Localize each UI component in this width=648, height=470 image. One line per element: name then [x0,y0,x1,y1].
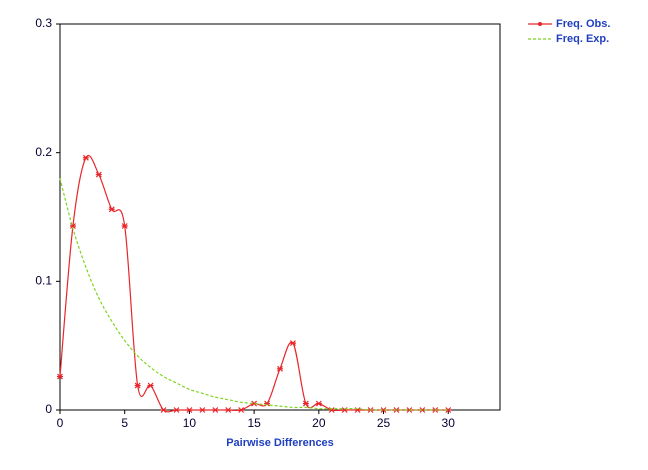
series-line [59,155,449,413]
marker [108,206,115,213]
x-tick-label: 30 [442,416,456,430]
marker [134,382,141,389]
series-line [59,178,449,411]
marker [160,407,167,413]
marker [277,365,283,372]
y-tick-label: 0.1 [35,274,52,288]
marker [199,407,206,413]
x-tick-label: 10 [183,416,197,430]
x-tick-label: 5 [121,416,128,430]
x-tick-label: 0 [57,416,64,430]
marker [225,407,232,413]
marker [57,373,63,380]
marker [315,400,322,407]
x-tick-label: 20 [312,416,326,430]
x-tick-label: 15 [247,416,261,430]
marker [147,382,154,389]
legend-label: Freq. Exp. [556,33,609,45]
marker [238,407,245,413]
marker [302,400,309,407]
x-tick-label: 25 [377,416,391,430]
marker [173,407,180,413]
legend-label: Freq. Obs. [556,18,610,30]
marker [186,407,193,413]
marker [121,223,128,229]
legend: Freq. Obs. Freq. Exp. [528,18,610,45]
marker [289,340,296,347]
plot-frame [59,23,501,411]
legend-marker [538,22,542,26]
y-tick-label: 0 [45,402,52,416]
marker [82,154,89,161]
marker [212,407,219,413]
y-tick-label: 0.2 [35,145,52,159]
y-tick-label: 0.3 [35,16,52,30]
x-axis-label: Pairwise Differences [226,437,334,449]
marker [95,171,102,178]
